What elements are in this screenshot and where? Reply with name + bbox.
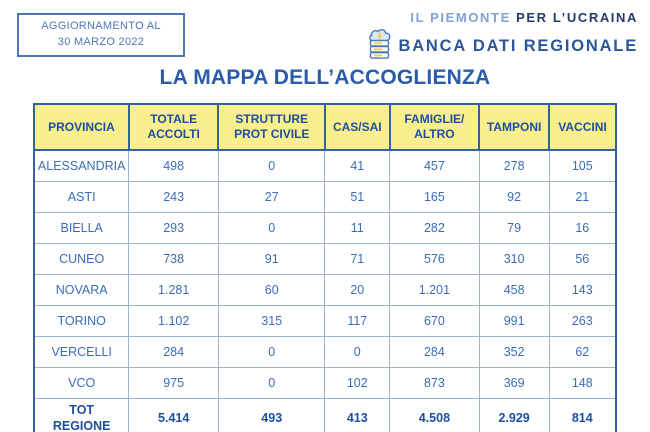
value-cell: 41 bbox=[324, 149, 391, 182]
column-header-tamponi: TAMPONI bbox=[478, 103, 551, 151]
value-cell: 143 bbox=[548, 274, 617, 306]
value-cell: 738 bbox=[128, 243, 219, 275]
update-date-line1: AGGIORNAMENTO AL bbox=[41, 20, 161, 33]
value-cell: 310 bbox=[478, 243, 550, 275]
table-row: ALESSANDRIA 498 0 41 457 278 105 bbox=[33, 149, 617, 182]
province-cell: TORINO bbox=[33, 305, 130, 337]
province-cell: TOT REGIONE bbox=[33, 398, 130, 432]
value-cell: 263 bbox=[548, 305, 617, 337]
value-cell: 576 bbox=[389, 243, 480, 275]
value-cell: 293 bbox=[128, 212, 219, 244]
value-cell: 0 bbox=[217, 149, 326, 182]
table-header: PROVINCIA TOTALE ACCOLTI STRUTTURE PROT … bbox=[33, 103, 617, 151]
value-cell: 0 bbox=[217, 367, 326, 399]
value-cell: 282 bbox=[389, 212, 480, 244]
value-cell: 1.201 bbox=[389, 274, 480, 306]
value-cell: 91 bbox=[217, 243, 326, 275]
logo-name: BANCA DATI REGIONALE bbox=[398, 37, 638, 55]
logo-tagline: IL PIEMONTE PER L’UCRAINA bbox=[410, 10, 638, 25]
value-cell: 457 bbox=[389, 149, 480, 182]
column-header-famiglie-altro: FAMIGLIE/ ALTRO bbox=[388, 103, 481, 151]
update-date-line2: 30 MARZO 2022 bbox=[57, 36, 145, 48]
value-cell: 413 bbox=[324, 398, 391, 432]
value-cell: 27 bbox=[217, 181, 326, 213]
value-cell: 991 bbox=[478, 305, 550, 337]
value-cell: 20 bbox=[324, 274, 391, 306]
value-cell: 79 bbox=[478, 212, 550, 244]
province-cell: ASTI bbox=[33, 181, 130, 213]
table-row: ASTI 243 27 51 165 92 21 bbox=[33, 181, 617, 213]
accoglienza-table-wrap: PROVINCIA TOTALE ACCOLTI STRUTTURE PROT … bbox=[33, 103, 617, 432]
table-row: NOVARA 1.281 60 20 1.201 458 143 bbox=[33, 274, 617, 306]
column-header-totale-accolti: TOTALE ACCOLTI bbox=[127, 103, 220, 151]
column-header-cas-sai: CAS/SAI bbox=[323, 103, 391, 151]
province-cell: CUNEO bbox=[33, 243, 130, 275]
column-header-provincia: PROVINCIA bbox=[33, 103, 130, 151]
value-cell: 284 bbox=[128, 336, 219, 368]
value-cell: 2.929 bbox=[478, 398, 550, 432]
value-cell: 814 bbox=[548, 398, 617, 432]
logo-name-row: BANCA DATI REGIONALE bbox=[366, 28, 639, 65]
province-cell: BIELLA bbox=[33, 212, 130, 244]
value-cell: 148 bbox=[548, 367, 617, 399]
header-row: PROVINCIA TOTALE ACCOLTI STRUTTURE PROT … bbox=[33, 103, 617, 151]
logo-tagline-light: IL PIEMONTE bbox=[410, 10, 511, 25]
table-row: CUNEO 738 91 71 576 310 56 bbox=[33, 243, 617, 275]
value-cell: 493 bbox=[217, 398, 326, 432]
value-cell: 1.281 bbox=[128, 274, 219, 306]
value-cell: 21 bbox=[548, 181, 617, 213]
value-cell: 284 bbox=[389, 336, 480, 368]
value-cell: 670 bbox=[389, 305, 480, 337]
value-cell: 0 bbox=[217, 336, 326, 368]
page-title: LA MAPPA DELL’ACCOGLIENZA bbox=[159, 66, 491, 89]
value-cell: 60 bbox=[217, 274, 326, 306]
value-cell: 16 bbox=[548, 212, 617, 244]
value-cell: 1.102 bbox=[128, 305, 219, 337]
value-cell: 0 bbox=[217, 212, 326, 244]
value-cell: 105 bbox=[548, 149, 617, 182]
value-cell: 11 bbox=[324, 212, 391, 244]
value-cell: 458 bbox=[478, 274, 550, 306]
value-cell: 71 bbox=[324, 243, 391, 275]
update-date-box: AGGIORNAMENTO AL 30 MARZO 2022 bbox=[17, 13, 185, 57]
value-cell: 56 bbox=[548, 243, 617, 275]
value-cell: 117 bbox=[324, 305, 391, 337]
column-header-strutture-prot-civile: STRUTTURE PROT CIVILE bbox=[217, 103, 326, 151]
province-cell: ALESSANDRIA bbox=[33, 149, 130, 182]
value-cell: 369 bbox=[478, 367, 550, 399]
accoglienza-table: PROVINCIA TOTALE ACCOLTI STRUTTURE PROT … bbox=[33, 103, 617, 432]
banca-dati-logo: IL PIEMONTE PER L’UCRAINA bbox=[366, 10, 639, 65]
column-header-vaccini: VACCINI bbox=[548, 103, 617, 151]
value-cell: 243 bbox=[128, 181, 219, 213]
value-cell: 975 bbox=[128, 367, 219, 399]
value-cell: 315 bbox=[217, 305, 326, 337]
value-cell: 0 bbox=[324, 336, 391, 368]
province-cell: VERCELLI bbox=[33, 336, 130, 368]
value-cell: 51 bbox=[324, 181, 391, 213]
value-cell: 62 bbox=[548, 336, 617, 368]
value-cell: 278 bbox=[478, 149, 550, 182]
table-row: BIELLA 293 0 11 282 79 16 bbox=[33, 212, 617, 244]
value-cell: 102 bbox=[324, 367, 391, 399]
logo-tagline-bold: PER L’UCRAINA bbox=[516, 10, 638, 25]
province-cell: NOVARA bbox=[33, 274, 130, 306]
cloud-database-icon bbox=[366, 28, 394, 65]
value-cell: 873 bbox=[389, 367, 480, 399]
total-row: TOT REGIONE 5.414 493 413 4.508 2.929 814 bbox=[33, 398, 617, 432]
table-body: ALESSANDRIA 498 0 41 457 278 105 ASTI 243 27 51 165… bbox=[33, 149, 617, 432]
value-cell: 352 bbox=[478, 336, 550, 368]
province-cell: VCO bbox=[33, 367, 130, 399]
value-cell: 92 bbox=[478, 181, 550, 213]
table-row: VERCELLI 284 0 0 284 352 62 bbox=[33, 336, 617, 368]
value-cell: 5.414 bbox=[128, 398, 219, 432]
value-cell: 4.508 bbox=[389, 398, 480, 432]
table-row: VCO 975 0 102 873 369 148 bbox=[33, 367, 617, 399]
value-cell: 165 bbox=[389, 181, 480, 213]
table-row: TORINO 1.102 315 117 670 991 263 bbox=[33, 305, 617, 337]
value-cell: 498 bbox=[128, 149, 219, 182]
